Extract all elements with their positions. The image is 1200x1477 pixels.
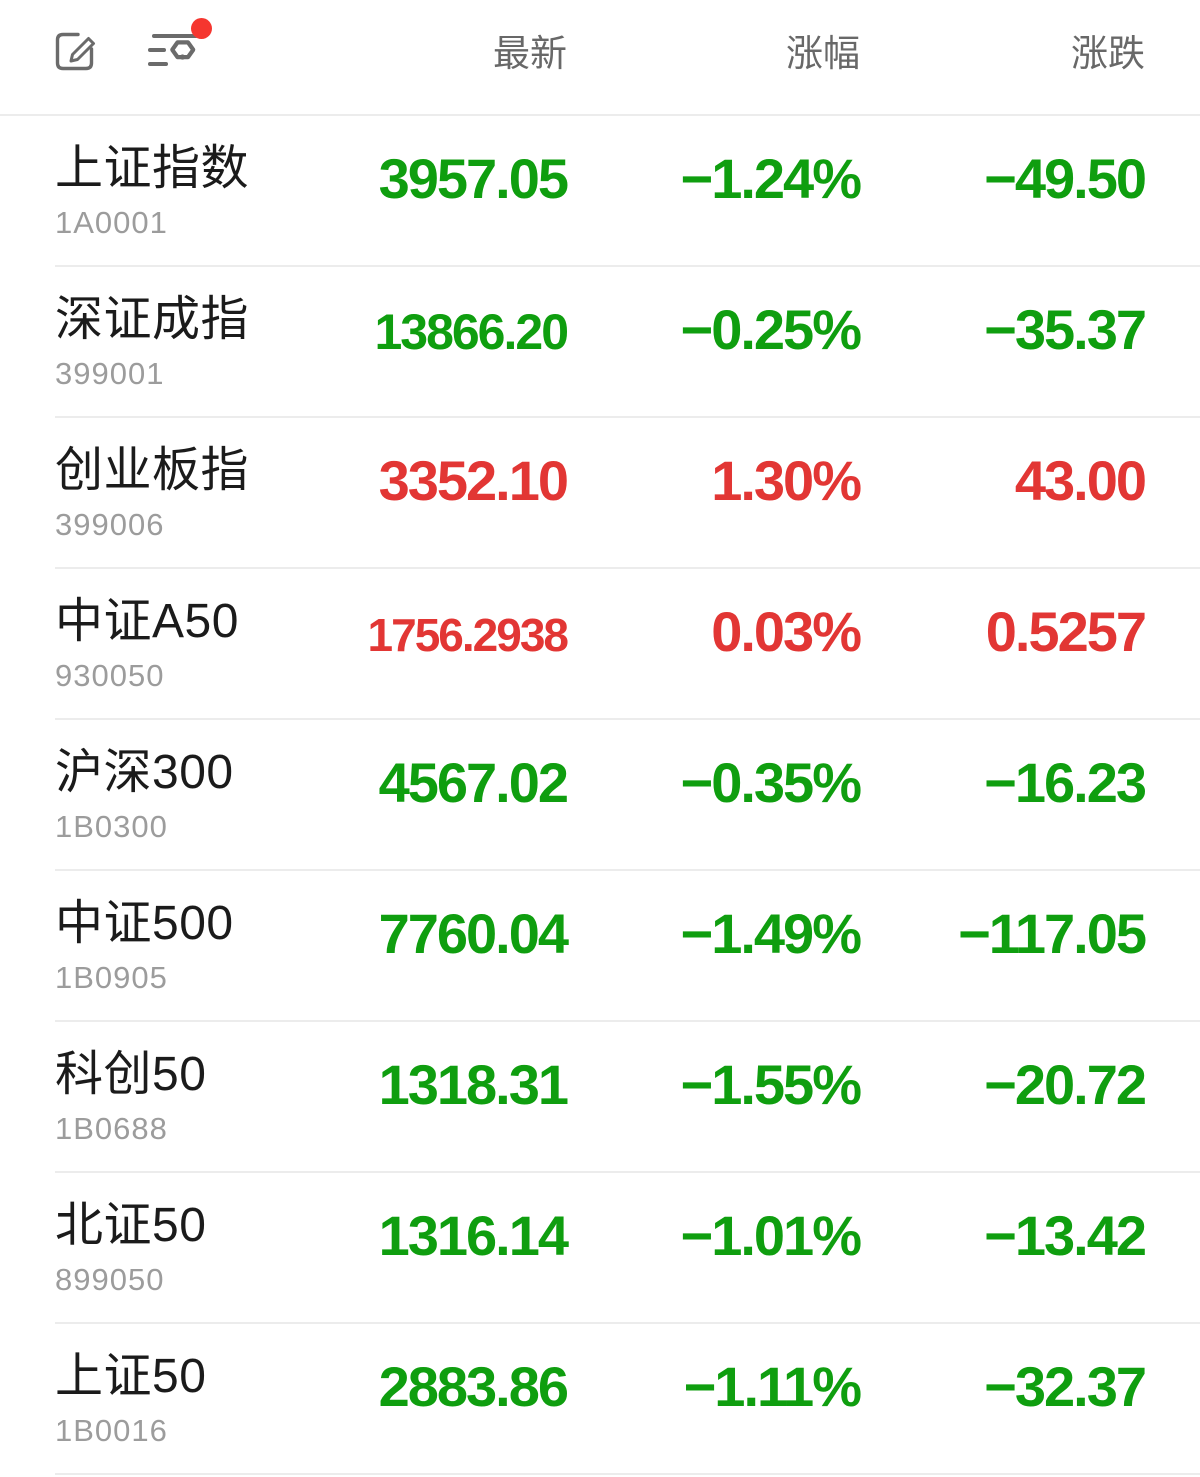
index-code: 399001 — [55, 355, 165, 391]
last-price: 2883.86 — [378, 1355, 569, 1418]
index-quote: 13866.20 −0.25% −35.37 — [270, 298, 1147, 361]
change-amount: −20.72 — [984, 1053, 1147, 1116]
change-amount: −32.37 — [984, 1355, 1147, 1418]
index-quote: 1756.2938 0.03% 0.5257 — [270, 600, 1147, 663]
index-list: 上证指数 1A0001 3957.05 −1.24% −49.50 深证成指 3… — [0, 116, 1200, 1475]
change-percent: 1.30% — [711, 449, 862, 512]
change-percent: −1.24% — [680, 147, 863, 210]
index-code: 1A0001 — [55, 204, 168, 240]
index-code: 399006 — [55, 506, 165, 542]
index-info: 科创50 1B0688 — [0, 1047, 207, 1146]
last-price: 4567.02 — [378, 751, 569, 814]
list-settings-icon — [146, 33, 200, 78]
index-quote: 3957.05 −1.24% −49.50 — [270, 147, 1147, 210]
last-price: 13866.20 — [374, 304, 569, 360]
index-name: 深证成指 — [55, 292, 250, 346]
index-info: 北证50 899050 — [0, 1198, 207, 1297]
index-row[interactable]: 中证500 1B0905 7760.04 −1.49% −117.05 — [0, 871, 1200, 1022]
index-row[interactable]: 深证成指 399001 13866.20 −0.25% −35.37 — [0, 267, 1200, 418]
index-info: 上证50 1B0016 — [0, 1349, 207, 1448]
index-quote: 1318.31 −1.55% −20.72 — [270, 1053, 1147, 1116]
index-quote: 2883.86 −1.11% −32.37 — [270, 1355, 1147, 1418]
index-code: 930050 — [55, 657, 165, 693]
index-quote: 1316.14 −1.01% −13.42 — [270, 1204, 1147, 1267]
index-row[interactable]: 上证50 1B0016 2883.86 −1.11% −32.37 — [0, 1324, 1200, 1475]
change-percent: 0.03% — [711, 600, 862, 663]
change-percent: −1.49% — [680, 902, 863, 965]
index-info: 创业板指 399006 — [0, 443, 250, 542]
change-percent: −1.11% — [683, 1355, 862, 1418]
change-percent: −1.01% — [680, 1204, 863, 1267]
change-amount: −49.50 — [984, 147, 1147, 210]
index-quote: 3352.10 1.30% 43.00 — [270, 449, 1147, 512]
change-amount: 0.5257 — [985, 600, 1147, 663]
last-price: 3957.05 — [378, 147, 569, 210]
index-quote: 7760.04 −1.49% −117.05 — [270, 902, 1147, 965]
change-amount: 43.00 — [1014, 449, 1147, 512]
index-info: 中证A50 930050 — [0, 594, 239, 693]
index-row[interactable]: 沪深300 1B0300 4567.02 −0.35% −16.23 — [0, 720, 1200, 871]
red-dot-badge — [191, 17, 212, 39]
index-row[interactable]: 科创50 1B0688 1318.31 −1.55% −20.72 — [0, 1022, 1200, 1173]
index-info: 深证成指 399001 — [0, 292, 250, 391]
last-price: 7760.04 — [378, 902, 569, 965]
change-amount: −16.23 — [984, 751, 1147, 814]
index-name: 中证A50 — [55, 594, 239, 648]
index-name: 科创50 — [55, 1047, 207, 1101]
index-info: 中证500 1B0905 — [0, 896, 234, 995]
last-price: 1756.2938 — [367, 609, 569, 661]
index-row[interactable]: 中证A50 930050 1756.2938 0.03% 0.5257 — [0, 569, 1200, 720]
index-quote: 4567.02 −0.35% −16.23 — [270, 751, 1147, 814]
index-name: 上证指数 — [55, 141, 250, 195]
index-name: 中证500 — [55, 896, 234, 950]
change-amount: −117.05 — [958, 902, 1147, 965]
column-header-last[interactable]: 最新 — [493, 33, 567, 74]
index-row[interactable]: 北证50 899050 1316.14 −1.01% −13.42 — [0, 1173, 1200, 1324]
index-code: 1B0016 — [55, 1412, 168, 1448]
index-name: 沪深300 — [55, 745, 234, 799]
change-percent: −0.25% — [680, 298, 863, 361]
index-name: 创业板指 — [55, 443, 250, 497]
column-header-change-amount[interactable]: 涨跌 — [1071, 33, 1145, 74]
index-code: 899050 — [55, 1261, 165, 1297]
change-percent: −1.55% — [680, 1053, 863, 1116]
change-amount: −13.42 — [984, 1204, 1147, 1267]
index-code: 1B0688 — [55, 1110, 168, 1146]
index-row[interactable]: 上证指数 1A0001 3957.05 −1.24% −49.50 — [0, 116, 1200, 267]
last-price: 1318.31 — [378, 1053, 569, 1116]
last-price: 1316.14 — [378, 1204, 569, 1267]
watchlist-toolbar: 最新 涨幅 涨跌 — [0, 0, 1200, 116]
change-percent: −0.35% — [680, 751, 863, 814]
index-info: 沪深300 1B0300 — [0, 745, 234, 844]
index-code: 1B0300 — [55, 808, 168, 844]
index-name: 上证50 — [55, 1349, 207, 1403]
index-info: 上证指数 1A0001 — [0, 141, 250, 240]
edit-watchlist-button[interactable] — [52, 28, 98, 77]
last-price: 3352.10 — [378, 449, 569, 512]
change-amount: −35.37 — [984, 298, 1147, 361]
index-name: 北证50 — [55, 1198, 207, 1252]
column-headers: 最新 涨幅 涨跌 — [270, 0, 1145, 114]
edit-compose-icon — [52, 32, 98, 77]
index-code: 1B0905 — [55, 959, 168, 995]
column-header-change-percent[interactable]: 涨幅 — [786, 33, 860, 74]
index-row[interactable]: 创业板指 399006 3352.10 1.30% 43.00 — [0, 418, 1200, 569]
index-settings-button[interactable] — [146, 17, 212, 78]
